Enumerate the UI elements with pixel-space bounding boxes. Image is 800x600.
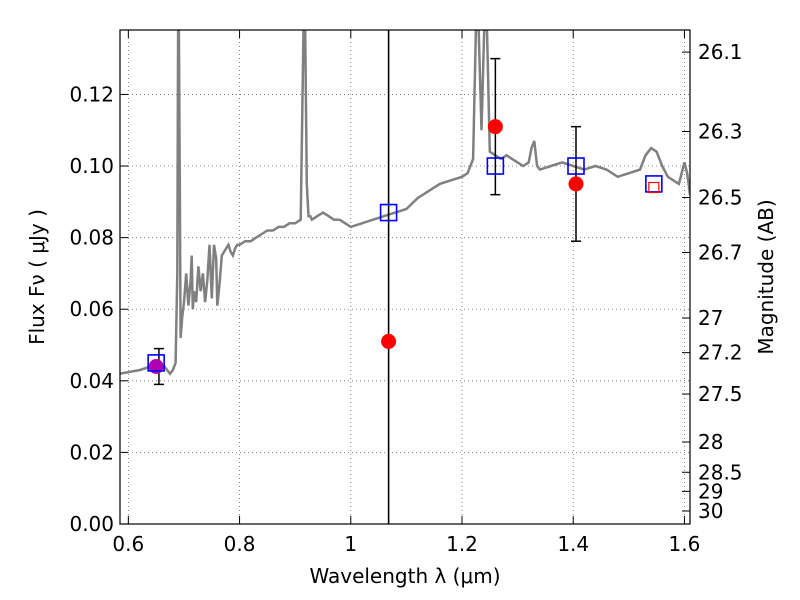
y-tick-label: 0.10: [69, 154, 114, 178]
y-tick-label: 0.12: [69, 82, 114, 106]
upper-limit-marker: [648, 181, 660, 194]
magnitude-tick-label: 28: [698, 430, 723, 454]
y-axis-title: Flux Fν ( μJy ): [25, 209, 49, 345]
model-spectrum-layer: [120, 30, 690, 376]
magnitude-tick-label: 30: [698, 499, 723, 523]
y-tick-label: 0.00: [69, 512, 114, 536]
x-tick-label: 1.2: [446, 532, 478, 556]
magnitude-axis-title: Magnitude (AB): [754, 199, 778, 354]
x-tick-label: 1.4: [557, 532, 589, 556]
model-point-layer: [147, 157, 663, 372]
y-tick-label: 0.04: [69, 369, 114, 393]
model-point: [486, 157, 505, 175]
x-tick-label: 1.6: [669, 532, 701, 556]
magnitude-tick-label: 27: [698, 306, 723, 330]
model-spectrum-line: [120, 30, 690, 376]
observed-point: [487, 119, 503, 135]
y-axis: 0.00 0.02 0.04 0.06 0.08 0.10 0.12: [69, 82, 128, 536]
magnitude-tick-label: 26.5: [698, 186, 743, 210]
plot-frame: [119, 29, 691, 525]
x-tick-label: 0.8: [224, 532, 256, 556]
magnitude-tick-label: 26.1: [698, 40, 743, 64]
x-tick-label: 1: [344, 532, 357, 556]
plot-background: [120, 30, 690, 524]
model-point: [567, 157, 585, 175]
magnitude-tick-label: 27.5: [698, 382, 743, 406]
y-tick-label: 0.06: [69, 297, 114, 321]
observed-point: [381, 333, 397, 349]
magnitude-tick-label: 28.5: [698, 460, 743, 484]
model-point: [147, 354, 165, 372]
magnitude-tick-label: 26.3: [698, 119, 743, 143]
magnitude-tick-label: 29: [698, 479, 723, 503]
observed-point: [148, 358, 164, 374]
y-tick-label: 0.08: [69, 226, 114, 250]
x-tick-label: 0.6: [112, 532, 144, 556]
magnitude-tick-label: 26.7: [698, 240, 743, 264]
model-point: [379, 203, 398, 222]
x-axis-title: Wavelength λ (μm): [309, 564, 500, 588]
observed-point: [568, 176, 584, 192]
magnitude-tick-label: 27.2: [698, 341, 743, 365]
y-tick-label: 0.02: [69, 440, 114, 464]
x-axis: 0.6 0.8 1 1.2 1.4 1.6: [112, 30, 700, 556]
